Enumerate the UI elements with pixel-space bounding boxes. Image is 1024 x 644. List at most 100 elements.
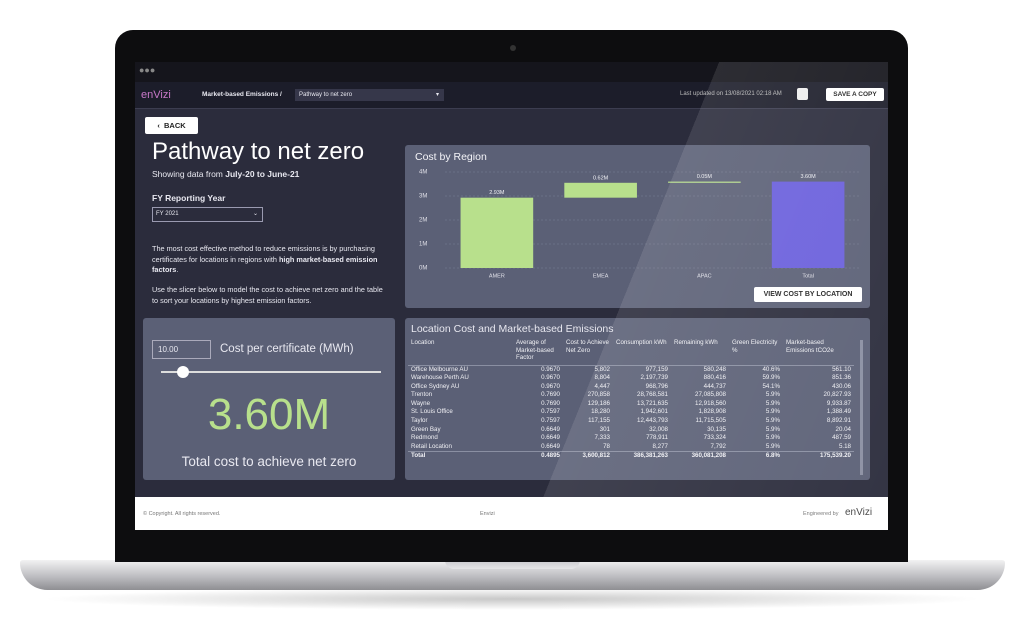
table-cell: 32,008	[649, 425, 668, 433]
chart: Cost by Region 0M 1M 2M 3M 4M 2.93M AMER 0.62M E…	[415, 151, 860, 279]
table: Location Average of Market-based Factor Co…	[408, 339, 854, 462]
chart-panel: Cost by Region 0M 1M 2M 3M 4M 2.93M AMER 0.62M E…	[405, 145, 870, 308]
table-cell: 430.06	[832, 382, 851, 390]
save-button[interactable]: SAVE A COPY	[826, 88, 884, 101]
scrollbar[interactable]	[860, 340, 863, 475]
table-cell: 7,333	[594, 434, 610, 442]
table-cell: 11,715,505	[695, 417, 726, 425]
footer-center: Envizi	[480, 511, 495, 517]
table-cell: 5.9%	[765, 399, 780, 407]
table-cell: 2,197,739	[640, 374, 668, 382]
table-cell: 0.7597	[541, 408, 560, 416]
table-cell: 8,277	[652, 442, 668, 450]
table-row: Redmond 0.6649 7,333 778,911 733,324 5.9% 487.…	[408, 434, 854, 443]
table-cell: 0.9670	[541, 365, 560, 373]
table-row: Taylor 0.7597 117,155 12,443,793 11,715,505 5…	[408, 417, 854, 426]
table-cell: 360,081,208	[671, 451, 729, 462]
table-row: St. Louis Office 0.7597 18,280 1,942,601 1,8…	[408, 408, 854, 417]
cost-input[interactable]: 10.00	[152, 340, 211, 359]
y-tick-label: 2M	[419, 218, 427, 224]
nav-bar: enVizi Market-based Emissions / Pathway …	[135, 82, 888, 109]
x-tick-label: Total	[802, 273, 814, 279]
fy-dropdown[interactable]: FY 2021 ⌄	[152, 207, 263, 222]
fy-label: FY Reporting Year	[152, 193, 226, 203]
showing-text: Showing data from	[152, 169, 223, 179]
y-tick-label: 0M	[419, 266, 427, 272]
window-bar: ●●●	[135, 62, 888, 82]
table-panel: Location Cost and Market-based Emissions…	[405, 318, 870, 480]
table-cell: 12,918,560	[695, 399, 726, 407]
para-text: The most cost effective method to reduce…	[152, 244, 375, 264]
data-label: 0.05M	[697, 174, 713, 180]
table-cell: 13,721,635	[637, 399, 668, 407]
x-tick-label: AMER	[489, 273, 505, 279]
table-cell: 8,892.91	[826, 417, 851, 425]
page-select[interactable]: Pathway to net zero ▾	[295, 89, 444, 101]
table-cell: 0.6649	[541, 442, 560, 450]
bar	[460, 197, 534, 268]
slicer-label: Cost per certificate (MWh)	[220, 343, 354, 355]
fy-value: FY 2021	[156, 211, 179, 217]
y-tick-label: 4M	[419, 170, 427, 176]
table-cell: 175,539.20	[783, 451, 854, 462]
column-header: Location	[408, 339, 513, 366]
data-label: 2.93M	[489, 190, 505, 196]
bar	[771, 181, 845, 268]
data-label: 3.60M	[800, 174, 816, 180]
y-tick-label: 1M	[419, 242, 427, 248]
total-value: 3.60M	[207, 390, 331, 439]
table-cell: 0.9670	[541, 382, 560, 390]
back-text: BACK	[164, 121, 186, 130]
table-cell: 5.9%	[765, 417, 780, 425]
table-cell: 20.04	[835, 425, 851, 433]
table-cell: 270,858	[587, 391, 610, 399]
y-tick-label: 3M	[419, 194, 427, 200]
table-cell: 27,085,808	[695, 391, 726, 399]
table-cell: 580,248	[703, 365, 726, 373]
table-cell: Taylor	[411, 417, 428, 425]
table-cell: 851.36	[832, 374, 851, 382]
paragraph: The most cost effective method to reduce…	[152, 244, 390, 276]
table-cell: 487.59	[832, 434, 851, 442]
data-label: 0.62M	[593, 175, 609, 181]
table-cell: Green Bay	[411, 425, 441, 433]
table-cell: 5.9%	[765, 442, 780, 450]
slicer-panel: 10.00 Cost per certificate (MWh) 3.60M T…	[143, 318, 395, 480]
table-cell: 0.6649	[541, 425, 560, 433]
x-tick-label: EMEA	[593, 273, 609, 279]
copyright: © Copyright. All rights reserved.	[143, 511, 221, 517]
table-cell: 0.4895	[513, 451, 563, 462]
table-cell: 129,186	[587, 399, 610, 407]
table-cell: 5,802	[594, 365, 610, 373]
slider-knob[interactable]	[177, 366, 189, 378]
table-cell: Total	[408, 451, 513, 462]
back-button[interactable]: ‹ BACK	[145, 117, 198, 134]
table-cell: 0.6649	[541, 434, 560, 442]
column-header: Average of Market-based Factor	[513, 339, 563, 366]
table-cell: 28,768,581	[637, 391, 668, 399]
last-updated: Last updated on 13/08/2021 02:18 AM	[680, 91, 782, 97]
table-cell: 40.6%	[762, 365, 780, 373]
column-header: Market-based Emissions tCO2e	[783, 339, 854, 366]
table-cell: 386,381,263	[613, 451, 671, 462]
logo: enVizi	[141, 89, 171, 101]
para-bold: high market-based emission factors	[152, 254, 378, 275]
total-label: Total cost to achieve net zero	[181, 454, 357, 469]
table-cell: 4,447	[594, 382, 610, 390]
table-cell: 9,933.87	[826, 399, 851, 407]
table-cell: 0.7690	[541, 399, 560, 407]
view-cost-button[interactable]: VIEW COST BY LOCATION	[754, 287, 862, 302]
table-cell: 561.10	[832, 365, 851, 373]
table-row: Office Sydney AU 0.9670 4,447 968,796 444,73…	[408, 383, 854, 392]
table-title: Location Cost and Market-based Emissions	[411, 323, 614, 335]
table-cell: Retail Location	[411, 442, 452, 450]
footer: © Copyright. All rights reserved. Envizi…	[135, 497, 888, 530]
table-cell: 1,828,908	[698, 408, 726, 416]
table-cell: 3,600,812	[563, 451, 613, 462]
table-cell: 117,155	[588, 417, 610, 425]
column-header: Cost to Achieve Net Zero	[563, 339, 613, 366]
download-button[interactable]	[797, 88, 808, 100]
total-row: Total 0.4895 3,600,812 386,381,263 360,081,2…	[408, 451, 854, 462]
table-cell: 54.1%	[762, 382, 780, 390]
